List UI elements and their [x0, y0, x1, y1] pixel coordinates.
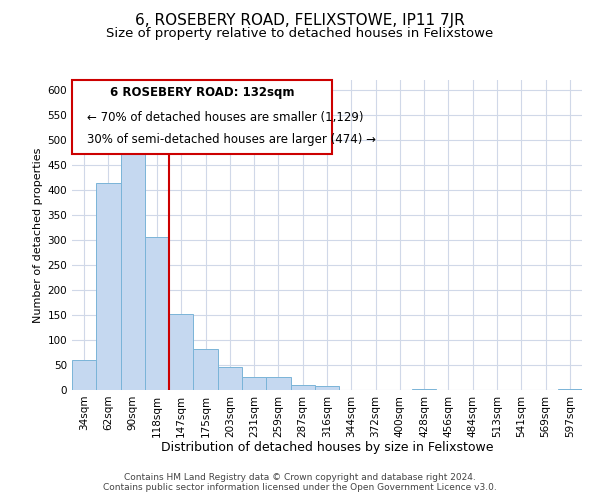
Bar: [558, 388, 582, 390]
Bar: [96, 183, 121, 390]
Bar: [169, 314, 193, 390]
FancyBboxPatch shape: [72, 80, 332, 154]
Text: Size of property relative to detached houses in Felixstowe: Size of property relative to detached ho…: [106, 28, 494, 40]
Text: 6 ROSEBERY ROAD: 132sqm: 6 ROSEBERY ROAD: 132sqm: [110, 86, 295, 99]
Bar: [72, 360, 96, 390]
Bar: [315, 386, 339, 390]
Text: 6, ROSEBERY ROAD, FELIXSTOWE, IP11 7JR: 6, ROSEBERY ROAD, FELIXSTOWE, IP11 7JR: [135, 12, 465, 28]
Bar: [218, 367, 242, 390]
Text: ← 70% of detached houses are smaller (1,129): ← 70% of detached houses are smaller (1,…: [88, 111, 364, 124]
X-axis label: Distribution of detached houses by size in Felixstowe: Distribution of detached houses by size …: [161, 441, 493, 454]
Bar: [242, 376, 266, 390]
Bar: [290, 384, 315, 390]
Bar: [412, 389, 436, 390]
Bar: [121, 144, 145, 390]
Bar: [193, 349, 218, 390]
Y-axis label: Number of detached properties: Number of detached properties: [33, 148, 43, 322]
Text: Contains HM Land Registry data © Crown copyright and database right 2024.
Contai: Contains HM Land Registry data © Crown c…: [103, 473, 497, 492]
Text: 30% of semi-detached houses are larger (474) →: 30% of semi-detached houses are larger (…: [88, 132, 376, 145]
Bar: [145, 236, 169, 390]
Bar: [266, 376, 290, 390]
